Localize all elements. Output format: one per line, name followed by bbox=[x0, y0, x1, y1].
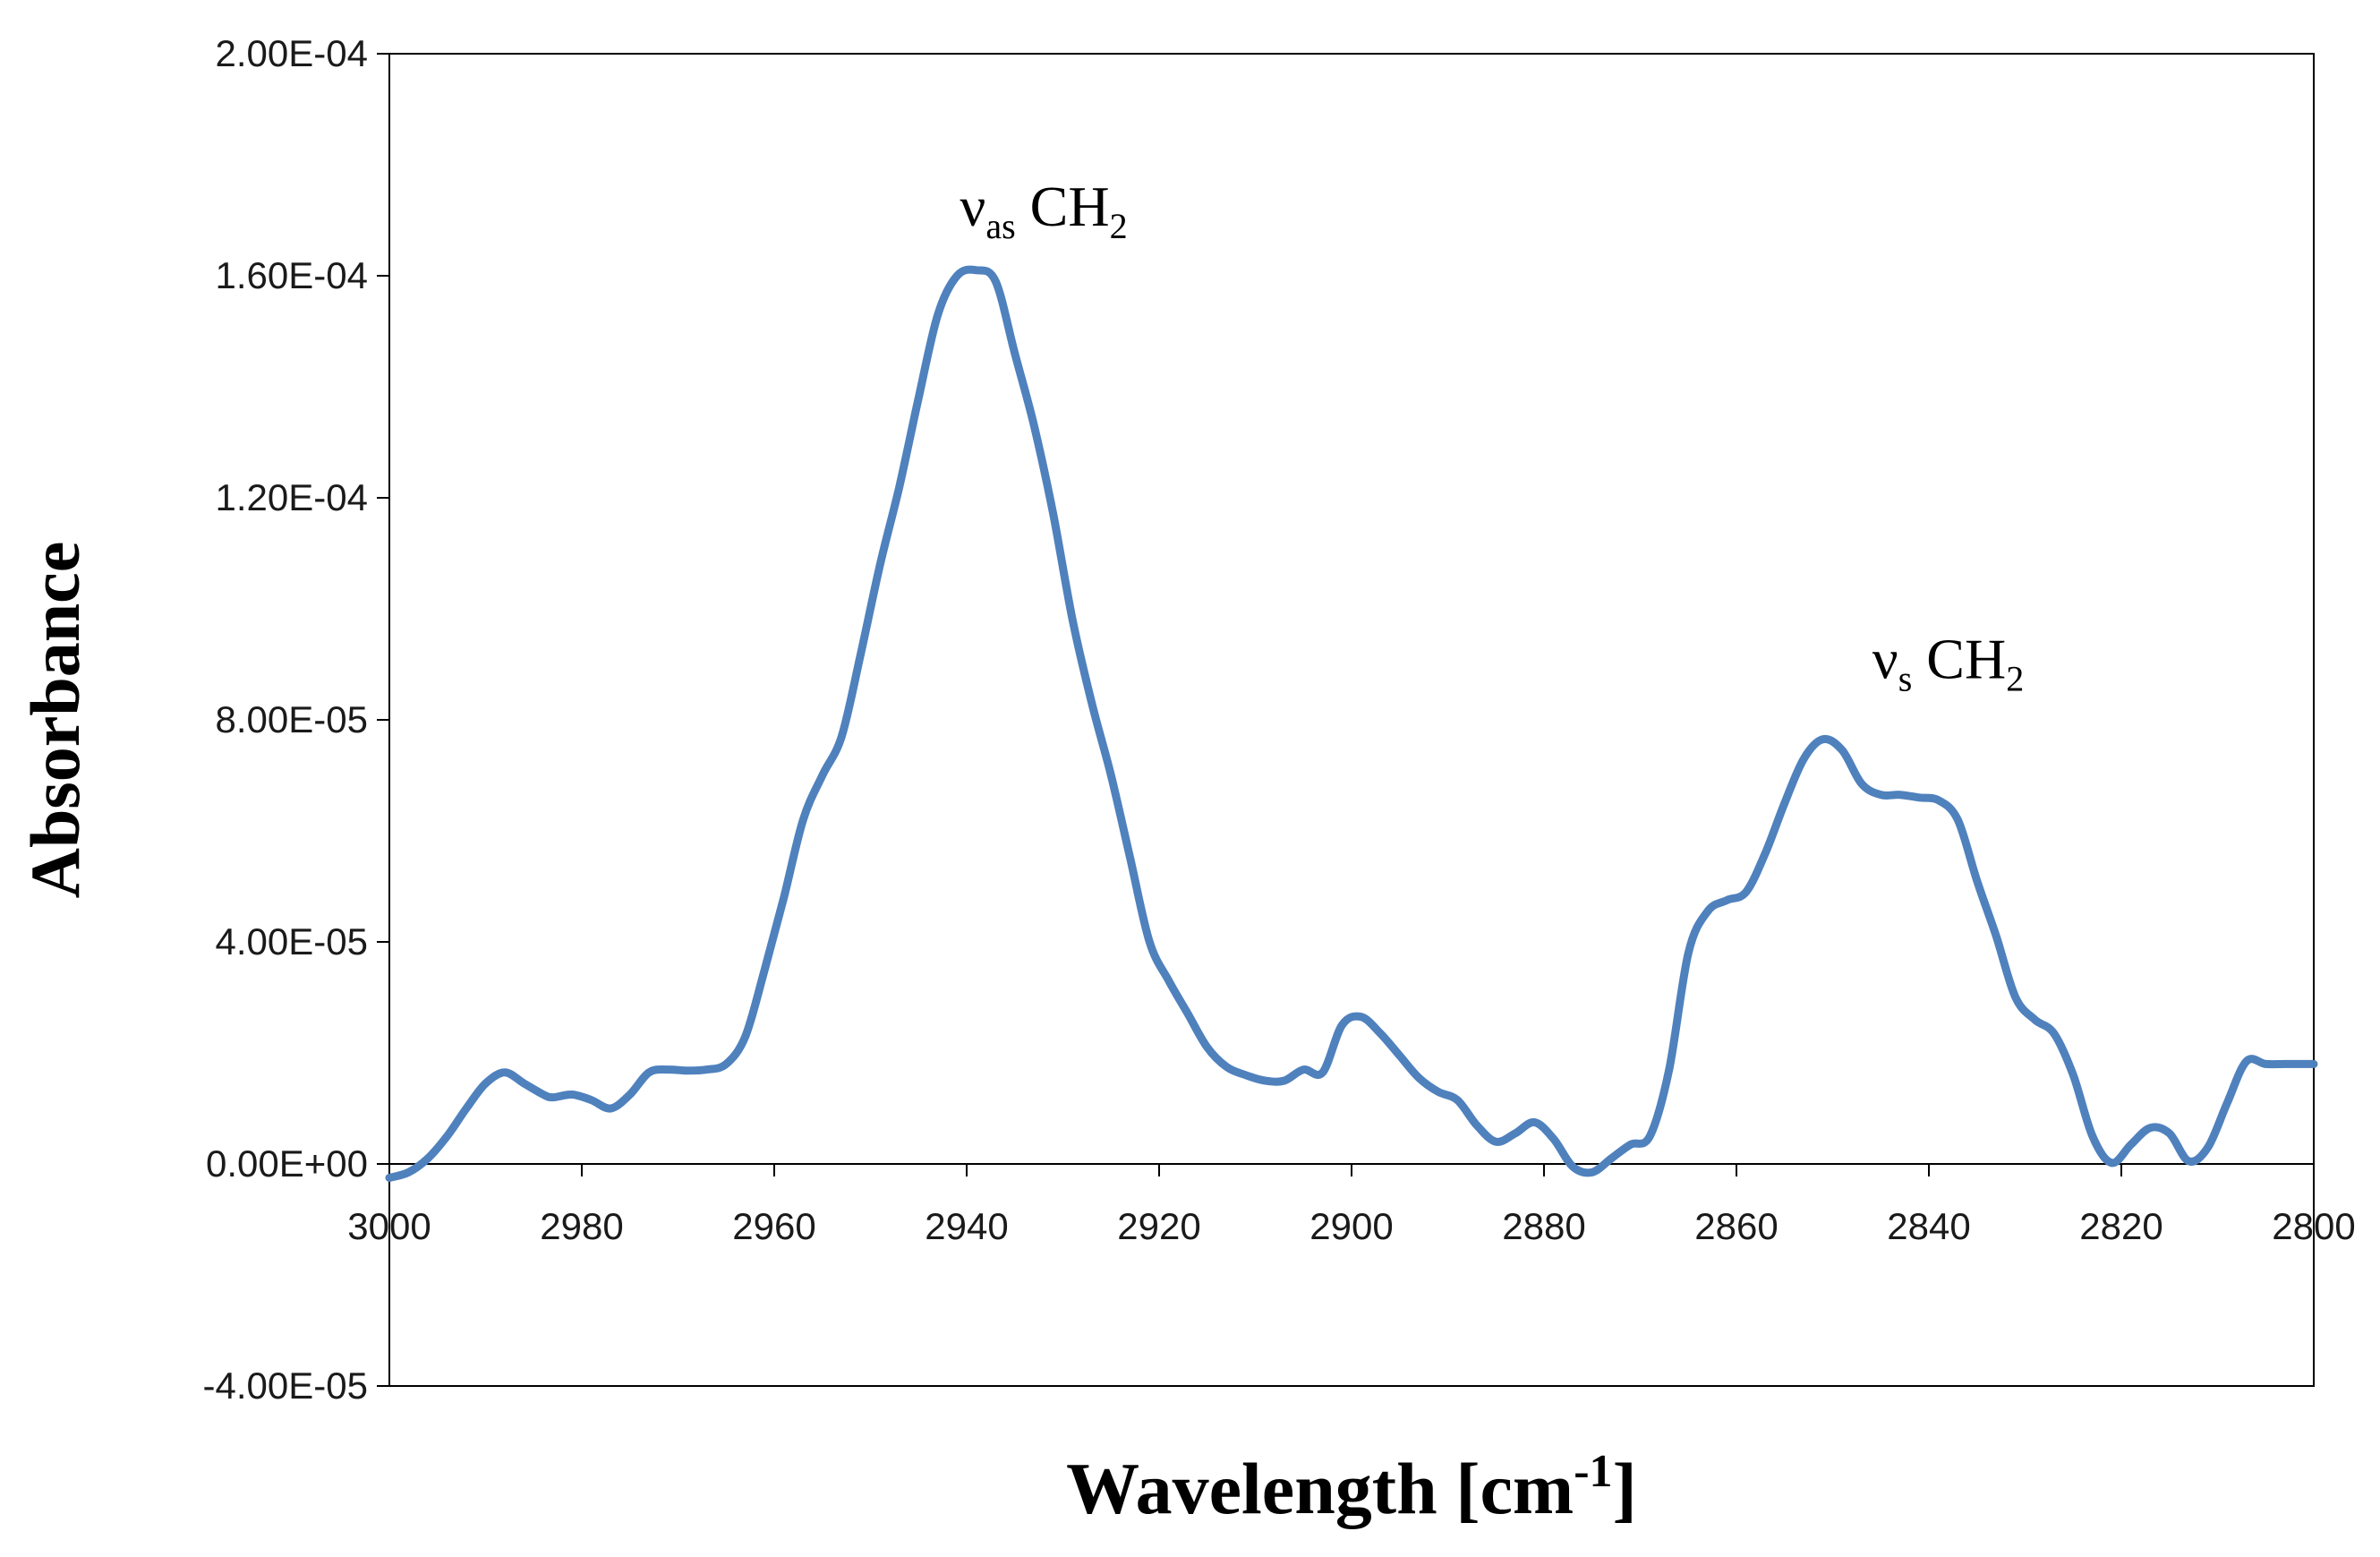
annotation-subscript-2: 2 bbox=[2006, 659, 2024, 699]
x-tick-label: 2800 bbox=[2272, 1205, 2355, 1247]
y-tick-label: 1.20E-04 bbox=[216, 476, 368, 518]
x-tick-label: 2880 bbox=[1502, 1205, 1585, 1247]
x-tick-label: 2960 bbox=[732, 1205, 815, 1247]
annotation-text: CH bbox=[1016, 175, 1110, 238]
x-tick-label: 2820 bbox=[2079, 1205, 2162, 1247]
y-axis-title: Absorbance bbox=[16, 542, 94, 899]
x-tick-label: 2980 bbox=[540, 1205, 623, 1247]
y-tick-label: 8.00E-05 bbox=[216, 698, 368, 740]
annotation-vs: νs CH2 bbox=[1872, 628, 2024, 699]
y-tick-label: -4.00E-05 bbox=[203, 1365, 368, 1407]
annotation-symbol: ν bbox=[960, 175, 985, 238]
x-tick-label: 2920 bbox=[1117, 1205, 1200, 1247]
annotation-subscript: s bbox=[1898, 659, 1913, 699]
y-tick-label: 1.60E-04 bbox=[216, 254, 368, 296]
y-tick-label: 2.00E-04 bbox=[216, 32, 368, 74]
annotation-text: CH bbox=[1912, 628, 2006, 691]
x-tick-label: 2900 bbox=[1309, 1205, 1393, 1247]
x-axis-title-exponent: -1 bbox=[1574, 1446, 1612, 1497]
annotation-symbol: ν bbox=[1872, 628, 1898, 691]
x-axis-title-word: Wavelength [cm bbox=[1066, 1448, 1574, 1529]
x-tick-label: 2840 bbox=[1887, 1205, 1970, 1247]
x-axis-title: Wavelength [cm-1] bbox=[1066, 1446, 1637, 1529]
y-tick-label: 4.00E-05 bbox=[216, 920, 368, 962]
annotation-subscript: as bbox=[985, 206, 1015, 246]
x-tick-label: 2860 bbox=[1694, 1205, 1778, 1247]
x-axis-title-close: ] bbox=[1613, 1448, 1637, 1529]
y-tick-label: 0.00E+00 bbox=[206, 1142, 368, 1185]
annotation-vas: νas CH2 bbox=[960, 175, 1127, 246]
annotation-subscript-2: 2 bbox=[1110, 206, 1128, 246]
series-line bbox=[385, 265, 2318, 1182]
x-tick-label: 3000 bbox=[347, 1205, 431, 1247]
x-tick-label: 2940 bbox=[925, 1205, 1008, 1247]
